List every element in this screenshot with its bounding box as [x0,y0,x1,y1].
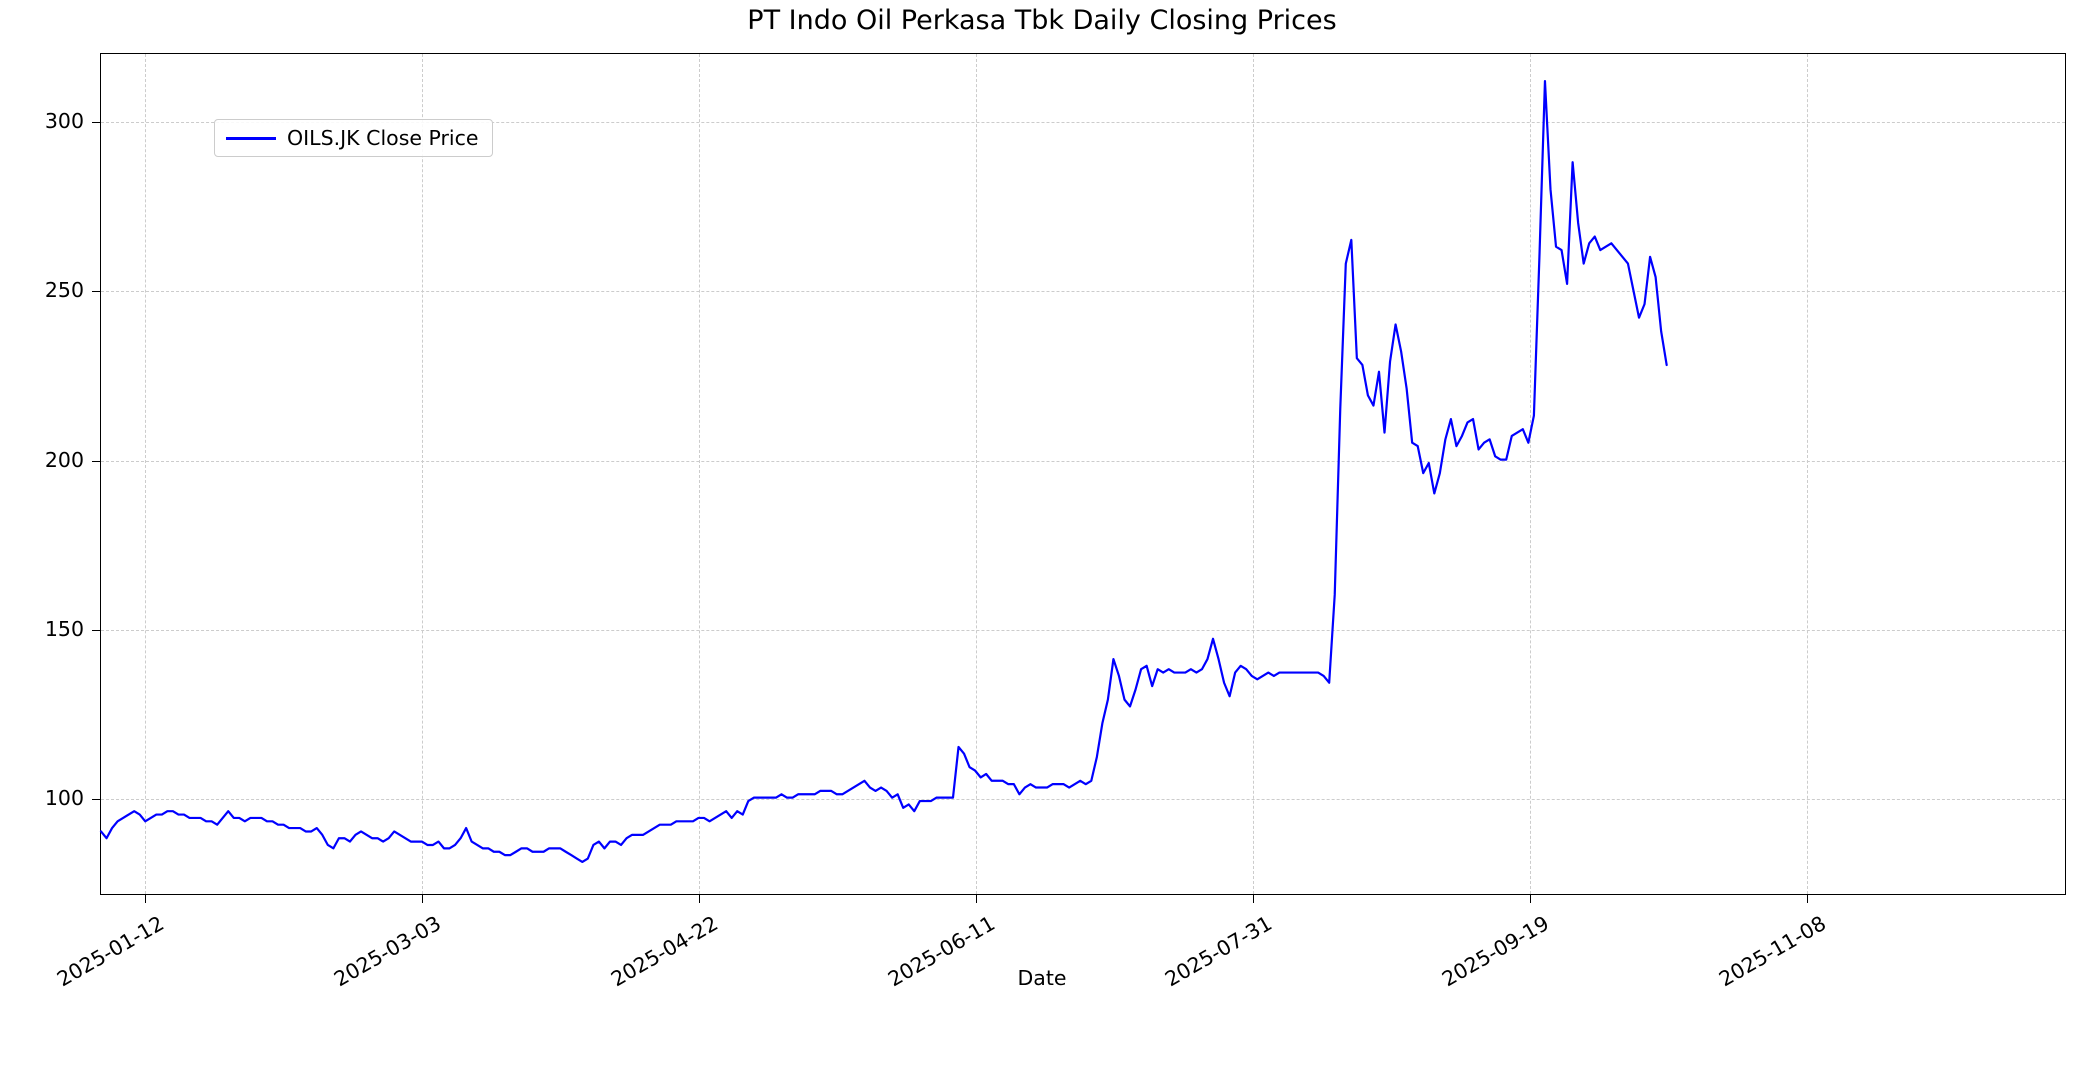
gridline-horizontal [101,121,2065,123]
y-tick-label: 300 [44,108,84,133]
legend-color-swatch [226,136,276,140]
gridline-vertical [422,54,424,894]
gridline-horizontal [101,460,2065,462]
x-tick-label: 2025-07-31 [1160,911,1276,992]
chart-title: PT Indo Oil Perkasa Tbk Daily Closing Pr… [747,5,1337,36]
y-tick-mark [92,460,101,462]
y-tick-mark [92,121,101,123]
x-tick-label: 2025-09-19 [1437,911,1553,992]
y-tick-mark [92,799,101,801]
gridline-horizontal [101,630,2065,632]
legend-label: OILS.JK Close Price [287,126,479,150]
x-tick-label: 2025-11-08 [1714,911,1830,992]
plot-area: OILS.JK Close Price [92,53,2066,903]
chart-legend: OILS.JK Close Price [214,119,493,157]
x-tick-label: 2025-06-11 [883,911,999,992]
x-tick-label: 2025-01-12 [53,911,169,992]
x-tick-mark [422,894,424,903]
chart-figure: PT Indo Oil Perkasa Tbk Daily Closing Pr… [44,5,2066,992]
y-tick-mark [92,291,101,293]
y-tick-label: 100 [44,786,84,811]
x-tick-label: 2025-04-22 [606,911,723,992]
y-tick-label: 150 [44,617,84,642]
y-tick-mark [92,630,101,632]
x-tick-mark [976,894,977,903]
gridline-vertical [1529,54,1531,894]
gridline-horizontal [101,291,2065,293]
x-tick-mark [1806,894,1808,903]
gridline-vertical [699,54,701,894]
x-tick-mark [1529,894,1531,903]
gridline-vertical [1252,54,1254,894]
data-line-layer [101,54,2065,894]
x-tick-mark [145,894,147,903]
y-tick-label: 200 [44,447,84,472]
x-tick-mark [1252,894,1254,903]
x-axis-label: Date [1017,966,1067,990]
series-line-oils-jk-close-price [101,81,1667,862]
gridline-vertical [145,54,147,894]
gridline-vertical [976,54,977,894]
x-tick-mark [699,894,701,903]
y-tick-label: 250 [44,278,84,303]
gridline-vertical [1806,54,1808,894]
gridline-horizontal [101,799,2065,801]
x-tick-label: 2025-03-03 [330,911,446,992]
